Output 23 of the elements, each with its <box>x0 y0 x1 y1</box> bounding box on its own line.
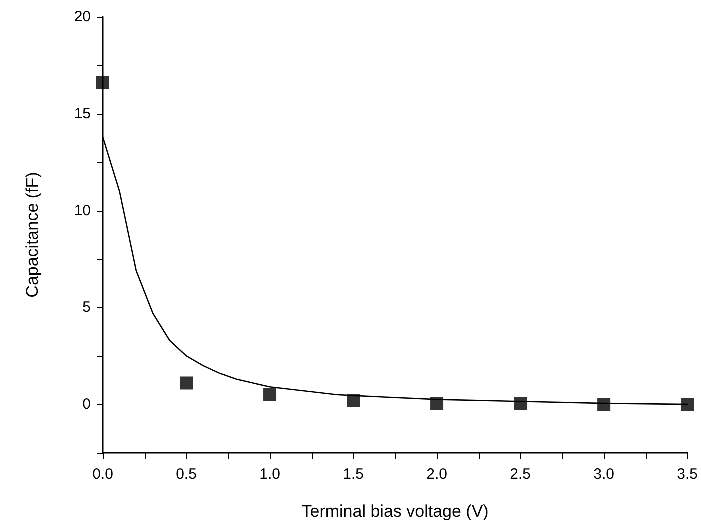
x-axis-title: Terminal bias voltage (V) <box>302 502 489 521</box>
x-tick-label: 1.5 <box>343 466 364 483</box>
x-tick-label: 3.0 <box>594 466 614 483</box>
x-tick-label: 1.0 <box>260 466 280 483</box>
point <box>430 397 444 410</box>
y-tick-label: 20 <box>74 8 91 26</box>
point <box>180 376 194 390</box>
y-tick-label: 5 <box>82 299 91 316</box>
point <box>598 398 611 412</box>
point <box>264 388 277 402</box>
point <box>347 394 360 408</box>
y-axis-title: Capacitance (fF) <box>23 172 42 298</box>
point <box>514 397 528 410</box>
point <box>681 398 694 412</box>
x-tick-label: 0.0 <box>92 466 114 483</box>
x-tick-label: 3.5 <box>677 466 698 483</box>
x-tick-label: 2.0 <box>426 466 448 483</box>
y-tick-label: 10 <box>74 202 91 220</box>
y-tick-label: 0 <box>82 396 91 414</box>
y-tick-label: 15 <box>74 105 91 122</box>
point <box>96 76 110 90</box>
x-tick-label: 2.5 <box>510 466 531 483</box>
x-tick-label: 0.5 <box>176 466 197 483</box>
